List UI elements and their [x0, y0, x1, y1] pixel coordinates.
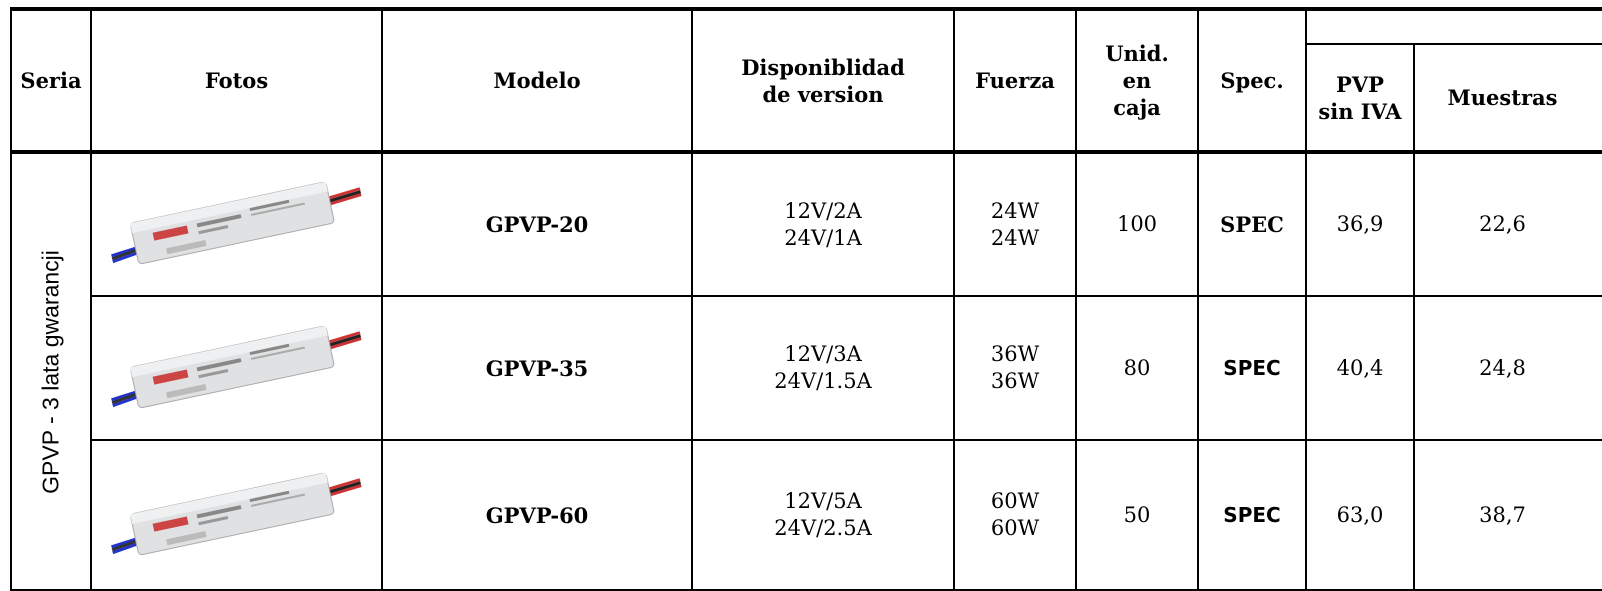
units: 50: [1075, 439, 1199, 591]
price: 36,9: [1305, 151, 1415, 297]
product-photo: [110, 325, 362, 408]
model: GPVP-20: [381, 151, 693, 297]
price-table: Seria Fotos Modelo Disponiblidad de vers…: [10, 7, 1602, 591]
power: 36W: [990, 342, 1040, 366]
version: 12V/5A: [784, 489, 862, 513]
versions-cell: 12V/2A 24V/1A: [691, 151, 955, 297]
model: GPVP-35: [381, 295, 693, 441]
power: 60W: [990, 489, 1040, 513]
header-cell: Modelo: [381, 7, 693, 154]
header-cell: Fotos: [90, 7, 383, 154]
version: 24V/1A: [784, 225, 862, 250]
sample-price: 22,6: [1413, 151, 1602, 297]
power: 60W: [990, 516, 1040, 540]
version: 24V/1.5A: [774, 369, 872, 393]
spec-link[interactable]: SPEC: [1197, 151, 1307, 297]
photo-cell: [90, 151, 383, 297]
version: 12V/3A: [784, 342, 862, 366]
header-cell: Seria: [10, 7, 92, 154]
power-cell: 36W 36W: [953, 295, 1077, 441]
series-cell: GPVP - 3 lata gwarancji: [10, 151, 92, 591]
price: 63,0: [1305, 439, 1415, 591]
price: 40,4: [1305, 295, 1415, 441]
photo-cell: [90, 295, 383, 441]
sample-price: 24,8: [1413, 295, 1602, 441]
photo-cell: [90, 439, 383, 591]
table-row: GPVP-60 12V/5A 24V/2.5A 60W 60W 50 SPEC 63,0 38,…: [11, 439, 1602, 591]
header-cell: Fuerza: [953, 7, 1077, 154]
spec-link[interactable]: SPEC: [1197, 439, 1307, 591]
sample-price: 38,7: [1413, 439, 1602, 591]
product-photo: [110, 181, 362, 265]
units: 80: [1075, 295, 1199, 441]
header-cell: Unid. en caja: [1075, 7, 1199, 154]
versions-cell: 12V/5A 24V/2.5A: [691, 439, 955, 591]
spec-link[interactable]: SPEC: [1197, 295, 1307, 441]
series-label: GPVP - 3 lata gwarancji: [37, 249, 64, 494]
power-cell: 24W 24W: [953, 151, 1077, 297]
units: 100: [1075, 151, 1199, 297]
header-cell: Muestras: [1413, 43, 1602, 154]
header-cell: Spec.: [1197, 7, 1307, 154]
version: 24V/2.5A: [774, 516, 872, 540]
versions-cell: 12V/3A 24V/1.5A: [691, 295, 955, 441]
model: GPVP-60: [381, 439, 693, 591]
power: 24W: [990, 198, 1040, 223]
header-group: [1305, 7, 1602, 45]
product-photo: [110, 472, 362, 555]
table-row: GPVP - 3 lata gwarancji GPVP-20 12V/2A 24V/…: [10, 151, 1602, 591]
table-row: GPVP-35 12V/3A 24V/1.5A 36W 36W 80 SPEC 40,4 24,…: [11, 295, 1602, 441]
power-cell: 60W 60W: [953, 439, 1077, 591]
power: 24W: [990, 225, 1040, 250]
header-cell: Disponiblidad de version: [691, 7, 955, 154]
table-body: GPVP - 3 lata gwarancji GPVP-20 12V/2A 24V/…: [10, 151, 1602, 591]
header-cell: PVP sin IVA: [1305, 43, 1415, 154]
version: 12V/2A: [784, 198, 862, 223]
power: 36W: [990, 369, 1040, 393]
